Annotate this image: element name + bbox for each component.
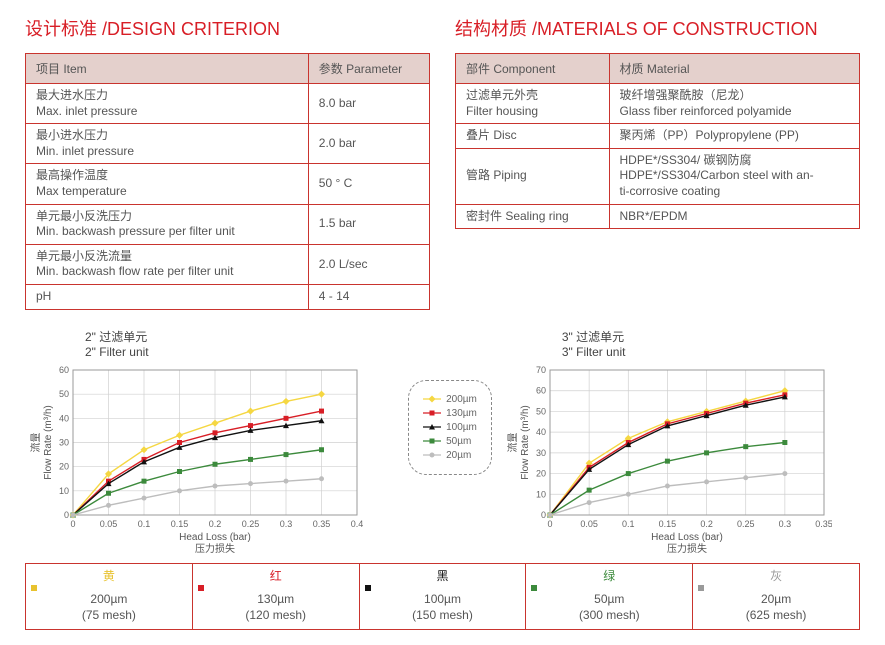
legend-item: 130µm bbox=[423, 408, 477, 419]
design-criterion-title: 设计标准 /DESIGN CRITERION bbox=[25, 15, 430, 41]
svg-text:Head Loss (bar): Head Loss (bar) bbox=[651, 532, 723, 543]
table-row: 密封件 Sealing ring bbox=[456, 204, 610, 229]
svg-text:流量: 流量 bbox=[29, 432, 42, 452]
table-row: 叠片 Disc bbox=[456, 124, 610, 149]
svg-text:0.35: 0.35 bbox=[313, 519, 331, 529]
table-row: 8.0 bar bbox=[308, 84, 429, 124]
svg-text:70: 70 bbox=[536, 365, 546, 375]
svg-text:0: 0 bbox=[70, 519, 75, 529]
svg-text:60: 60 bbox=[536, 385, 546, 395]
svg-text:60: 60 bbox=[59, 365, 69, 375]
table-row: 最小进水压力Min. inlet pressure bbox=[26, 124, 309, 164]
table-row: 单元最小反洗流量Min. backwash flow rate per filt… bbox=[26, 244, 309, 284]
table-row: 2.0 bar bbox=[308, 124, 429, 164]
chart3-title: 3" 过滤单元3" Filter unit bbox=[562, 330, 860, 361]
svg-text:40: 40 bbox=[59, 413, 69, 423]
svg-text:Flow Rate (m³/h): Flow Rate (m³/h) bbox=[43, 405, 54, 479]
table-row: NBR*/EPDM bbox=[609, 204, 859, 229]
table-row: 聚丙烯（PP）Polypropylene (PP) bbox=[609, 124, 859, 149]
svg-text:0: 0 bbox=[547, 519, 552, 529]
table-row: 玻纤增强聚酰胺（尼龙）Glass fiber reinforced polyam… bbox=[609, 84, 859, 124]
table-row: 4 - 14 bbox=[308, 284, 429, 309]
legend-item: 200µm bbox=[423, 394, 477, 405]
table-row: HDPE*/SS304/ 碳钢防腐HDPE*/SS304/Carbon stee… bbox=[609, 148, 859, 204]
svg-text:40: 40 bbox=[536, 427, 546, 437]
svg-text:0.2: 0.2 bbox=[700, 519, 713, 529]
col-item: 项目 Item bbox=[26, 54, 309, 84]
col-component: 部件 Component bbox=[456, 54, 610, 84]
bottom-legend-item: 绿50µm(300 mesh) bbox=[526, 564, 693, 629]
svg-text:50: 50 bbox=[536, 406, 546, 416]
svg-text:0.2: 0.2 bbox=[209, 519, 222, 529]
svg-text:0.3: 0.3 bbox=[778, 519, 791, 529]
svg-text:0.3: 0.3 bbox=[280, 519, 293, 529]
table-row: 最高操作温度Max temperature bbox=[26, 164, 309, 204]
table-row: 管路 Piping bbox=[456, 148, 610, 204]
svg-text:0.15: 0.15 bbox=[659, 519, 677, 529]
svg-text:20: 20 bbox=[59, 461, 69, 471]
svg-text:0.1: 0.1 bbox=[622, 519, 635, 529]
design-criterion-table: 项目 Item参数 Parameter 最大进水压力Max. inlet pre… bbox=[25, 53, 430, 310]
legend-box: 200µm 130µm 100µm 50µm 20µm bbox=[408, 380, 492, 475]
svg-text:0.1: 0.1 bbox=[138, 519, 151, 529]
table-row: 1.5 bar bbox=[308, 204, 429, 244]
col-param: 参数 Parameter bbox=[308, 54, 429, 84]
chart-3inch: 0 10 20 30 40 50 60 70 0 0.05 0.1 0.15 0.2 0.25 0.3 0.3… bbox=[502, 365, 832, 555]
bottom-legend-item: 灰20µm(625 mesh) bbox=[693, 564, 859, 629]
table-row: 单元最小反洗压力Min. backwash pressure per filte… bbox=[26, 204, 309, 244]
svg-text:10: 10 bbox=[59, 486, 69, 496]
svg-text:压力损失: 压力损失 bbox=[195, 542, 235, 555]
svg-text:0.15: 0.15 bbox=[171, 519, 189, 529]
svg-text:0.25: 0.25 bbox=[737, 519, 755, 529]
svg-text:0.25: 0.25 bbox=[242, 519, 260, 529]
svg-text:Flow Rate (m³/h): Flow Rate (m³/h) bbox=[520, 405, 531, 479]
table-row: 2.0 L/sec bbox=[308, 244, 429, 284]
svg-text:压力损失: 压力损失 bbox=[667, 542, 707, 555]
svg-text:50: 50 bbox=[59, 389, 69, 399]
bottom-legend-item: 红130µm(120 mesh) bbox=[193, 564, 360, 629]
table-row: 50 ° C bbox=[308, 164, 429, 204]
svg-text:流量: 流量 bbox=[506, 432, 519, 452]
svg-text:0.35: 0.35 bbox=[815, 519, 832, 529]
legend-item: 100µm bbox=[423, 422, 477, 433]
materials-table: 部件 Component材质 Material 过滤单元外壳Filter hou… bbox=[455, 53, 860, 229]
table-row: pH bbox=[26, 284, 309, 309]
svg-text:30: 30 bbox=[59, 437, 69, 447]
svg-text:0: 0 bbox=[541, 510, 546, 520]
bottom-legend-item: 黑100µm(150 mesh) bbox=[360, 564, 527, 629]
legend-item: 50µm bbox=[423, 436, 477, 447]
svg-text:20: 20 bbox=[536, 468, 546, 478]
chart2-title: 2" 过滤单元2" Filter unit bbox=[85, 330, 398, 361]
materials-title: 结构材质 /MATERIALS OF CONSTRUCTION bbox=[455, 15, 860, 41]
bottom-legend-item: 黄200µm(75 mesh) bbox=[26, 564, 193, 629]
svg-text:0: 0 bbox=[64, 510, 69, 520]
svg-text:Head Loss (bar): Head Loss (bar) bbox=[179, 532, 251, 543]
legend-item: 20µm bbox=[423, 450, 477, 461]
svg-text:0.05: 0.05 bbox=[580, 519, 598, 529]
bottom-legend: 黄200µm(75 mesh)红130µm(120 mesh)黑100µm(15… bbox=[25, 563, 860, 630]
svg-text:0.05: 0.05 bbox=[100, 519, 118, 529]
svg-text:30: 30 bbox=[536, 448, 546, 458]
svg-text:10: 10 bbox=[536, 489, 546, 499]
table-row: 过滤单元外壳Filter housing bbox=[456, 84, 610, 124]
svg-text:0.4: 0.4 bbox=[351, 519, 364, 529]
table-row: 最大进水压力Max. inlet pressure bbox=[26, 84, 309, 124]
col-material: 材质 Material bbox=[609, 54, 859, 84]
chart-2inch: 0 10 20 30 40 50 60 0 0.05 0.1 0.15 0.2 0.25 0.3 0.35 0… bbox=[25, 365, 365, 555]
